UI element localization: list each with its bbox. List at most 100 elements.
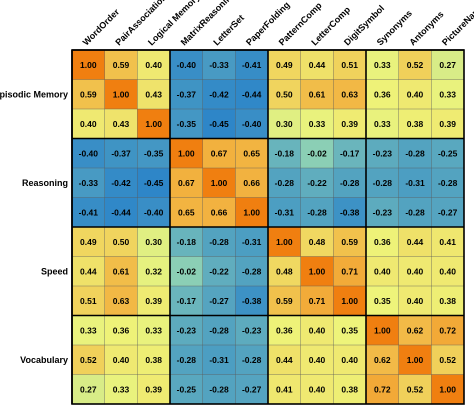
heatmap-cell (104, 168, 138, 198)
cell-value-label: 0.33 (113, 384, 130, 394)
heatmap-cell (170, 256, 203, 287)
heatmap-cell (235, 315, 269, 346)
heatmap-cell (72, 315, 105, 346)
cell-value-label: 0.72 (374, 384, 391, 394)
heatmap-cell (268, 227, 301, 257)
cell-value-label: -0.28 (275, 178, 295, 188)
heatmap-cell (333, 168, 367, 198)
cell-value-label: -0.28 (242, 355, 262, 365)
cell-value-label: 0.51 (341, 60, 358, 70)
cell-value-label: 0.33 (309, 119, 326, 129)
heatmap-cell (300, 227, 334, 257)
cell-value-label: -0.23 (373, 148, 393, 158)
heatmap-cell (366, 50, 399, 80)
heatmap-cell (366, 345, 399, 375)
heatmap-cell (72, 345, 105, 375)
cell-value-label: -0.40 (79, 148, 99, 158)
heatmap-cell (268, 109, 301, 139)
heatmap-cell (398, 109, 432, 139)
cell-value-label: 0.39 (145, 384, 162, 394)
heatmap-cell (72, 168, 105, 198)
heatmap-cell (104, 315, 138, 346)
cell-value-label: 1.00 (341, 296, 358, 306)
heatmap-cell (431, 256, 465, 287)
heatmap-cell (104, 79, 138, 110)
heatmap-cell (235, 79, 269, 110)
cell-value-label: 0.33 (145, 325, 162, 335)
cell-value-label: 0.33 (374, 60, 391, 70)
cell-value-label: -0.33 (79, 178, 99, 188)
cell-value-label: 0.44 (276, 355, 293, 365)
cell-value-label: 0.59 (113, 60, 130, 70)
cell-value-label: 0.43 (113, 119, 130, 129)
heatmap-cell (268, 197, 301, 228)
heatmap-cell (104, 109, 138, 139)
heatmap-cell (300, 50, 334, 80)
cell-value-label: 0.38 (145, 355, 162, 365)
heatmap-cell (398, 256, 432, 287)
cell-value-label: 0.48 (276, 266, 293, 276)
cell-value-label: 1.00 (309, 266, 326, 276)
heatmap-cell (137, 138, 171, 169)
heatmap-cell (268, 256, 301, 287)
cell-value-label: 0.40 (145, 60, 162, 70)
heatmap-cell (366, 138, 399, 169)
heatmap-cell-labels: 1.00 0.59 0.40 -0.40 -0.33 -0.41 0.49 0.44 0.51 0… (79, 60, 458, 395)
heatmap-cell (72, 109, 105, 139)
cell-value-label: 0.62 (374, 355, 391, 365)
cell-value-label: 0.38 (439, 296, 456, 306)
heatmap-cell (333, 197, 367, 228)
cell-value-label: 1.00 (276, 237, 293, 247)
cell-value-label: -0.41 (242, 60, 262, 70)
heatmap-cell (431, 345, 465, 375)
heatmap-cell (333, 138, 367, 169)
heatmap-cell (398, 345, 432, 375)
cell-value-label: -0.37 (111, 148, 131, 158)
heatmap-cell (137, 197, 171, 228)
cell-value-label: 0.40 (309, 325, 326, 335)
cell-value-label: -0.41 (79, 207, 99, 217)
heatmap-cell (366, 256, 399, 287)
heatmap-cell (300, 197, 334, 228)
cell-value-label: -0.31 (209, 355, 229, 365)
heatmap-cell (333, 374, 367, 405)
heatmap-cell (235, 197, 269, 228)
cell-value-label: 0.35 (374, 296, 391, 306)
heatmap-cell (300, 109, 334, 139)
cell-value-label: -0.27 (438, 207, 458, 217)
cell-value-label: 0.36 (374, 89, 391, 99)
heatmap-cell (235, 227, 269, 257)
cell-value-label: -0.28 (373, 178, 393, 188)
heatmap-cell (72, 256, 105, 287)
heatmap-cell (268, 315, 301, 346)
heatmap-cell (170, 50, 203, 80)
heatmap-cell (398, 138, 432, 169)
cell-value-label: 0.39 (145, 296, 162, 306)
cell-value-label: 0.44 (80, 266, 97, 276)
heatmap-cell (398, 374, 432, 405)
cell-value-label: 0.65 (178, 207, 195, 217)
x-tick-label: PairAssociation (113, 0, 168, 47)
y-group-label: Vocabulary (20, 355, 68, 365)
heatmap-cell (137, 50, 171, 80)
heatmap-cell (137, 256, 171, 287)
cell-value-label: -0.33 (209, 60, 229, 70)
heatmap-cell (300, 315, 334, 346)
cell-value-label: 0.41 (276, 384, 293, 394)
heatmap-cell (72, 138, 105, 169)
cell-value-label: 0.48 (309, 237, 326, 247)
cell-value-label: 1.00 (407, 355, 424, 365)
heatmap-cell (431, 227, 465, 257)
cell-value-label: 0.41 (439, 237, 456, 247)
cell-value-label: 0.43 (145, 89, 162, 99)
y-group-label: Reasoning (22, 178, 68, 188)
cell-value-label: 1.00 (178, 148, 195, 158)
cell-value-label: 0.36 (113, 325, 130, 335)
cell-value-label: 1.00 (80, 60, 97, 70)
cell-value-label: -0.31 (242, 237, 262, 247)
heatmap-cell (431, 138, 465, 169)
cell-value-label: -0.44 (242, 89, 262, 99)
heatmap-cell (235, 374, 269, 405)
heatmap-cell (431, 79, 465, 110)
